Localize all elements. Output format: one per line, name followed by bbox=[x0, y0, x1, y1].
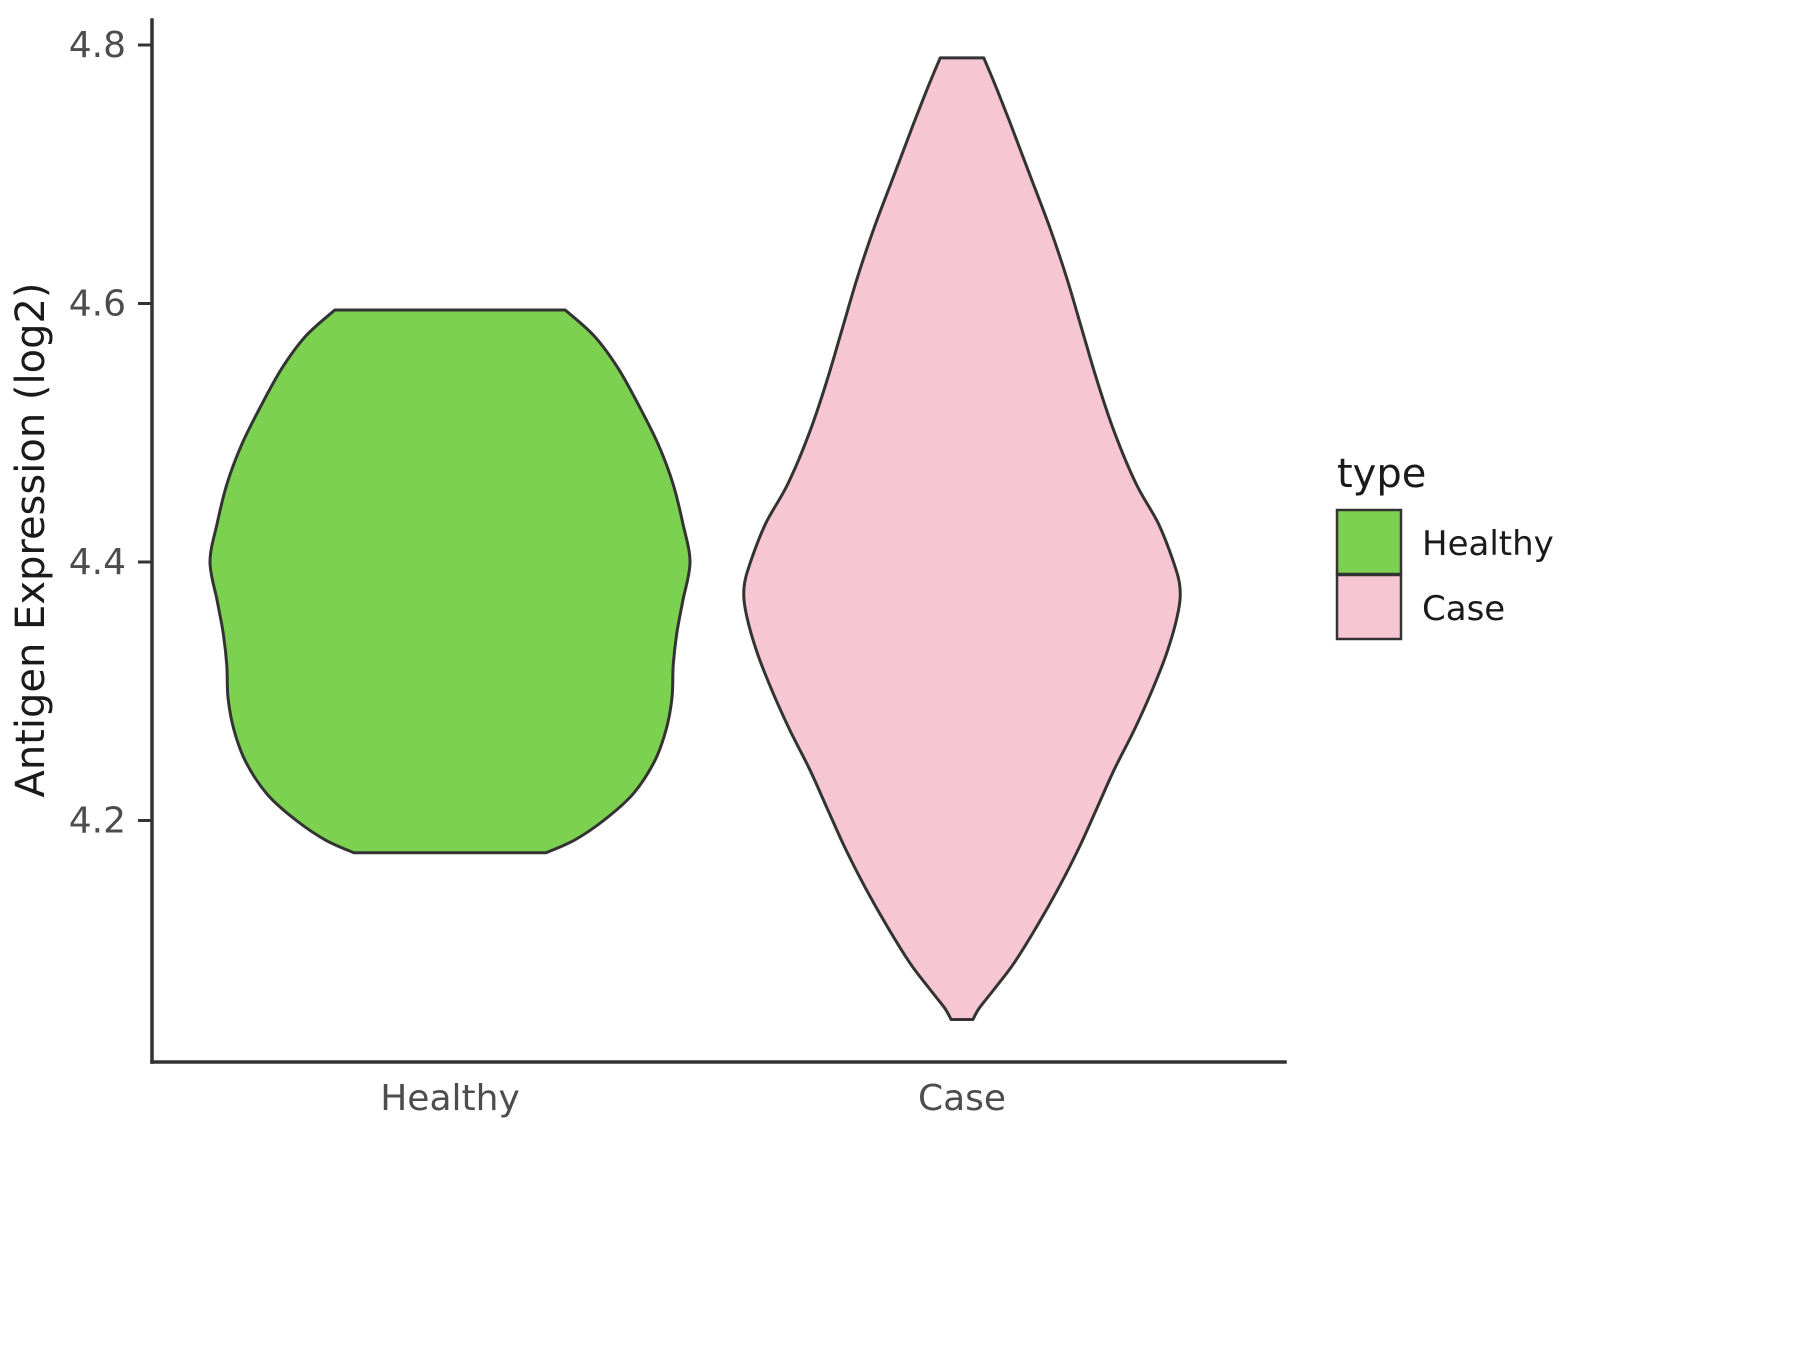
y-tick-label: 4.2 bbox=[69, 801, 126, 842]
violin-case bbox=[742, 56, 1182, 1021]
violin-healthy bbox=[208, 308, 692, 855]
y-axis-title: Antigen Expression (log2) bbox=[8, 282, 54, 797]
y-tick-label: 4.6 bbox=[69, 284, 126, 325]
legend-title: type bbox=[1337, 451, 1426, 497]
y-tick-label: 4.8 bbox=[69, 25, 126, 66]
legend: type Healthy Case bbox=[1335, 451, 1554, 641]
y-tick-label: 4.4 bbox=[69, 542, 126, 583]
legend-key-healthy[interactable] bbox=[1335, 508, 1403, 576]
x-axis-label-case: Case bbox=[918, 1078, 1006, 1119]
legend-label-healthy: Healthy bbox=[1422, 524, 1554, 564]
legend-label-case: Case bbox=[1422, 589, 1505, 629]
legend-key-case[interactable] bbox=[1335, 573, 1403, 641]
axes-layer: 4.2 4.4 4.6 4.8 Healthy Case bbox=[69, 18, 1287, 1119]
x-axis-label-healthy: Healthy bbox=[380, 1078, 520, 1119]
violins-layer bbox=[208, 56, 1182, 1021]
